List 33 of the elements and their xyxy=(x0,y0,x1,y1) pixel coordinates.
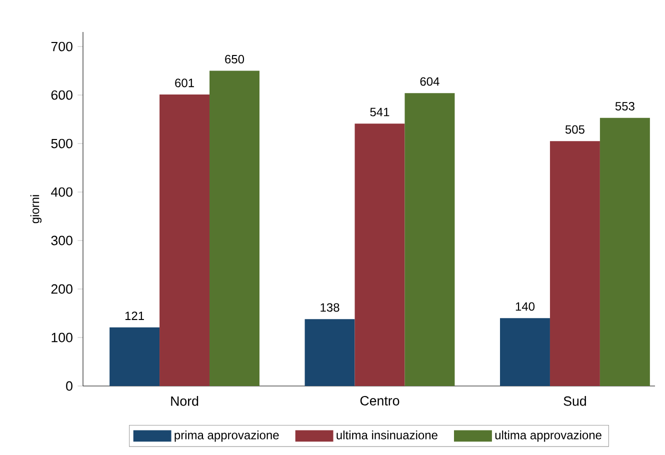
bar xyxy=(500,318,550,386)
data-label: 121 xyxy=(125,312,144,320)
bar xyxy=(354,124,405,386)
y-axis-title: giorni xyxy=(30,195,42,224)
data-label: 601 xyxy=(175,78,194,88)
y-tick-label: 0 xyxy=(66,381,72,391)
bar xyxy=(160,94,210,386)
bar xyxy=(600,118,650,386)
bar xyxy=(404,93,455,386)
data-label: 650 xyxy=(225,54,244,64)
y-tick-label: 700 xyxy=(51,42,72,52)
data-label: 138 xyxy=(320,303,340,312)
x-tick-label: Sud xyxy=(564,396,586,406)
bar xyxy=(210,70,260,386)
x-tick-label: Centro xyxy=(360,396,400,406)
legend-label: ultima insinuazione xyxy=(336,430,438,440)
bar xyxy=(304,319,355,386)
bar xyxy=(110,327,160,386)
data-label: 541 xyxy=(370,108,390,116)
legend-label: prima approvazione xyxy=(174,430,279,442)
y-tick-label: 300 xyxy=(51,236,72,246)
y-tick-label: 200 xyxy=(51,284,72,294)
y-tick-label: 400 xyxy=(51,187,72,197)
legend-label: ultima approvazione xyxy=(495,430,602,442)
data-label: 604 xyxy=(420,77,440,86)
y-tick-label: 100 xyxy=(52,332,72,342)
data-label: 553 xyxy=(615,102,634,110)
data-label: 140 xyxy=(516,302,535,311)
y-tick-label: 600 xyxy=(51,90,72,100)
bar xyxy=(550,141,600,386)
y-tick-label: 500 xyxy=(51,138,72,148)
data-label: 505 xyxy=(565,125,584,134)
x-tick-label: Nord xyxy=(171,396,198,406)
